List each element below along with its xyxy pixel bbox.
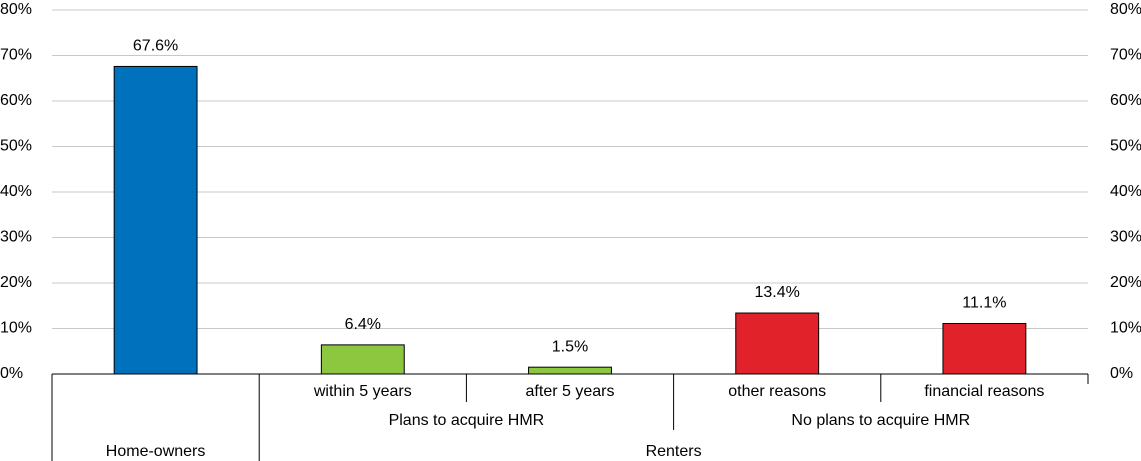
y-tick-label: 20% <box>0 274 32 291</box>
value-label: 67.6% <box>133 38 178 55</box>
group-label: No plans to acquire HMR <box>791 412 970 429</box>
y-tick-label: 50% <box>0 138 32 155</box>
y-tick-label: 70% <box>0 47 32 64</box>
y-tick-label: 30% <box>0 229 32 246</box>
group-label: Renters <box>646 443 702 460</box>
y2-tick-label: 60% <box>1110 92 1141 109</box>
y2-tick-label: 30% <box>1110 229 1141 246</box>
y-tick-label: 0% <box>0 365 23 382</box>
y2-tick-label: 70% <box>1110 47 1141 64</box>
y-tick-label: 10% <box>0 320 32 337</box>
value-label: 13.4% <box>755 284 800 301</box>
y2-tick-label: 80% <box>1110 1 1141 18</box>
group-label: Plans to acquire HMR <box>389 412 545 429</box>
y2-tick-label: 0% <box>1110 365 1133 382</box>
x-tick-label: financial reasons <box>924 383 1044 400</box>
x-tick-label: after 5 years <box>526 383 615 400</box>
bar <box>735 312 820 375</box>
y2-tick-label: 20% <box>1110 274 1141 291</box>
y-tick-label: 40% <box>0 183 32 200</box>
bar <box>942 322 1027 375</box>
value-label: 6.4% <box>345 316 381 333</box>
y-tick-label: 80% <box>0 1 32 18</box>
x-tick-label: other reasons <box>728 383 826 400</box>
y2-tick-label: 50% <box>1110 138 1141 155</box>
group-label: Home-owners <box>106 443 206 460</box>
y2-tick-label: 10% <box>1110 320 1141 337</box>
bar <box>113 65 198 375</box>
x-tick-label: within 5 years <box>313 383 412 400</box>
value-label: 11.1% <box>962 295 1006 312</box>
bar <box>528 366 612 375</box>
y2-tick-label: 40% <box>1110 183 1141 200</box>
value-label: 1.5% <box>552 338 588 355</box>
y-tick-label: 60% <box>0 92 32 109</box>
bar <box>320 344 405 375</box>
